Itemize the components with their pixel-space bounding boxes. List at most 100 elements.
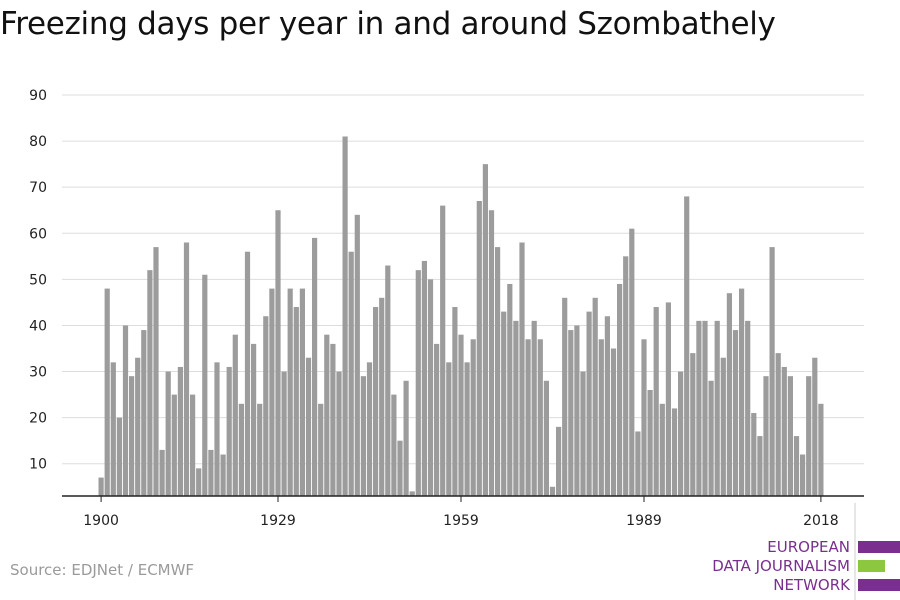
bar	[757, 436, 763, 496]
bar	[348, 251, 354, 496]
bar	[427, 279, 434, 496]
bar	[330, 343, 336, 496]
bar	[641, 339, 647, 496]
y-tick-label: 40	[29, 318, 47, 334]
x-tick-label: 2018	[803, 513, 839, 529]
bar	[257, 403, 263, 496]
bar	[287, 288, 293, 496]
bar	[293, 307, 299, 496]
bar	[476, 201, 482, 497]
bar	[574, 325, 580, 496]
bars	[98, 136, 824, 497]
bar	[549, 486, 556, 496]
bar	[446, 362, 452, 496]
bar	[739, 288, 745, 496]
bar	[556, 426, 562, 496]
bar	[702, 320, 708, 496]
bar	[129, 376, 135, 496]
bar	[153, 247, 159, 496]
bar	[116, 417, 122, 496]
bar	[98, 477, 104, 496]
bar	[665, 302, 671, 496]
y-tick-label: 80	[29, 134, 47, 150]
logo-bar-purple-top	[858, 541, 900, 553]
logo-bar-mid	[858, 560, 900, 572]
bar	[385, 265, 391, 496]
bar	[440, 205, 446, 496]
logo-line-3: NETWORK	[773, 576, 850, 594]
y-tick-label: 50	[29, 272, 47, 288]
axes: 10 20 30 40 50 60 70 80 90 1900 1929 1959 1989 2018	[29, 88, 864, 600]
bar	[141, 330, 147, 496]
bar	[745, 320, 751, 496]
bar	[659, 403, 665, 496]
bar	[537, 339, 543, 496]
bar	[598, 339, 604, 496]
bar	[787, 376, 793, 496]
bar	[281, 371, 287, 496]
bar	[671, 408, 678, 496]
bar	[726, 293, 732, 496]
bar	[251, 343, 257, 496]
bar	[732, 330, 739, 496]
bar	[513, 320, 519, 496]
logo-bar-green	[858, 560, 885, 572]
bar	[458, 334, 464, 496]
bar	[452, 307, 458, 496]
bar	[623, 256, 629, 496]
bar	[104, 288, 110, 496]
y-tick-label: 90	[29, 88, 47, 104]
bar	[336, 371, 342, 496]
bar	[214, 362, 220, 496]
bar	[488, 210, 495, 496]
bar	[373, 307, 379, 496]
bar	[751, 413, 757, 496]
bar	[818, 403, 824, 496]
bar	[507, 283, 513, 496]
y-tick-label: 20	[29, 411, 47, 427]
bar	[409, 491, 415, 496]
bar	[177, 366, 183, 496]
bar	[678, 371, 684, 496]
bar	[434, 343, 440, 496]
bar	[708, 380, 714, 496]
bar	[391, 394, 397, 496]
bar	[415, 270, 421, 496]
x-tick-label: 1989	[626, 513, 662, 529]
bar	[543, 380, 549, 496]
x-tick-label: 1900	[83, 513, 119, 529]
bar	[586, 311, 592, 496]
source-note: Source: EDJNet / ECMWF	[10, 561, 195, 579]
bar	[135, 357, 141, 496]
bar	[604, 316, 610, 496]
bar	[360, 376, 366, 496]
bar	[684, 196, 690, 497]
bar	[495, 247, 501, 496]
bar	[812, 357, 818, 496]
bar	[379, 297, 385, 496]
bar	[202, 274, 208, 496]
bar	[769, 247, 775, 496]
bar	[299, 288, 305, 496]
bar	[183, 242, 190, 496]
bar	[171, 394, 177, 496]
bar	[190, 394, 196, 496]
bar	[238, 403, 244, 496]
bar	[647, 389, 653, 496]
bar	[263, 316, 269, 496]
bar	[617, 283, 623, 496]
logo-bar-purple-bottom	[858, 579, 900, 591]
bar	[312, 237, 318, 496]
bar	[354, 214, 360, 496]
bar	[519, 242, 525, 496]
bar	[592, 297, 598, 496]
bar	[562, 297, 568, 496]
bar	[208, 449, 214, 496]
x-tick-label: 1959	[443, 513, 479, 529]
bar	[232, 334, 238, 496]
bar	[806, 376, 812, 496]
bar	[403, 380, 409, 496]
y-tick-label: 30	[29, 365, 47, 381]
logo-line-1: EUROPEAN	[767, 538, 850, 556]
